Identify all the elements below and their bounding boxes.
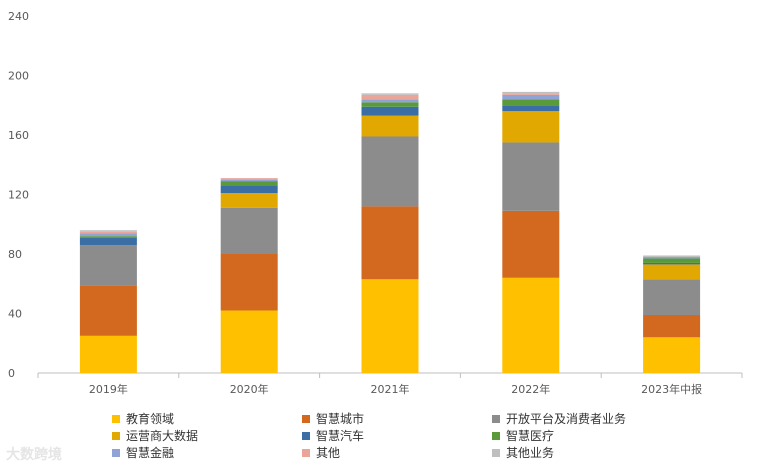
bar-segment [361, 102, 419, 107]
bar-segment [643, 264, 701, 280]
legend-item: 其他 [302, 444, 340, 461]
bar-segment [220, 185, 278, 194]
legend-label: 智慧城市 [316, 412, 365, 426]
bar-segment [643, 262, 701, 265]
x-tick-label: 2022年 [511, 382, 550, 396]
legend-swatch [112, 448, 120, 457]
bar-segment [220, 179, 278, 182]
x-tick-label: 2019年 [89, 382, 128, 396]
bar-segment [220, 310, 278, 373]
bar-segment [502, 105, 560, 112]
legend-item: 开放平台及消费者业务 [492, 410, 626, 427]
bar-segment [220, 181, 278, 186]
bar-segment [502, 277, 560, 373]
y-tick-label: 200 [8, 70, 29, 83]
bar-segment [361, 99, 419, 103]
bar-segment [79, 230, 137, 232]
legend-label: 智慧金融 [126, 446, 175, 460]
legend-item: 智慧汽车 [302, 427, 364, 444]
legend-swatch [492, 431, 500, 440]
y-tick-label: 240 [8, 10, 29, 23]
legend-swatch [302, 414, 310, 423]
legend-label: 开放平台及消费者业务 [506, 412, 627, 426]
bar-segment [361, 279, 419, 373]
legend-label: 教育领域 [126, 412, 175, 426]
bar-segment [361, 106, 419, 116]
bar-segment [79, 231, 137, 234]
legend-item: 其他业务 [492, 444, 554, 461]
legend-label: 智慧汽车 [316, 429, 365, 443]
bar-segment [79, 285, 137, 336]
watermark-text: 大数跨境 [6, 447, 62, 463]
legend-swatch [112, 431, 120, 440]
bar-segment [220, 207, 278, 254]
legend-item: 教育领域 [112, 410, 174, 427]
legend-swatch [112, 414, 120, 423]
bar-segment [502, 142, 560, 211]
legend-item: 智慧城市 [302, 410, 364, 427]
bar-segment [361, 115, 419, 137]
bar-segment [220, 178, 278, 180]
bar-segment [361, 136, 419, 207]
bar-segment [502, 93, 560, 95]
bar-segment [502, 210, 560, 278]
legend-label: 运营商大数据 [126, 429, 199, 443]
bar-segment [643, 279, 701, 315]
bar-segment [502, 111, 560, 143]
y-tick-label: 80 [8, 248, 22, 261]
bar-segment [79, 233, 137, 237]
bar-segment [643, 258, 701, 263]
legend-label: 其他业务 [506, 446, 555, 460]
legend-swatch [302, 448, 310, 457]
x-tick-label: 2023年中报 [641, 382, 702, 396]
x-tick-label: 2021年 [371, 382, 410, 396]
legend-label: 其他 [316, 446, 341, 460]
bar-segment [643, 337, 701, 373]
bar-segment [79, 245, 137, 286]
legend-swatch [492, 414, 500, 423]
legend-swatch [302, 431, 310, 440]
legend-label: 智慧医疗 [506, 429, 555, 443]
bar-segment [361, 93, 419, 95]
bar-segment [643, 314, 701, 338]
bar-segment [79, 335, 137, 373]
x-tick-label: 2020年 [230, 382, 269, 396]
bar-segment [79, 236, 137, 238]
bar-segment [361, 206, 419, 280]
y-tick-label: 40 [8, 308, 22, 321]
bar-segment [502, 91, 560, 94]
bar-segment [643, 255, 701, 257]
legend-item: 智慧医疗 [492, 427, 554, 444]
bar-segment [643, 256, 701, 259]
bar-segment [502, 99, 560, 106]
y-tick-label: 120 [8, 189, 29, 202]
watermark: 大数跨境 [6, 444, 62, 464]
y-tick-label: 160 [8, 129, 29, 142]
bar-segment [79, 237, 137, 246]
legend-item: 运营商大数据 [112, 427, 198, 444]
bar-segment [220, 254, 278, 311]
bar-segment [361, 94, 419, 100]
legend-swatch [492, 448, 500, 457]
y-tick-label: 0 [8, 367, 15, 380]
legend-item: 智慧金融 [112, 444, 174, 461]
bar-segment [220, 193, 278, 208]
bar-segment [502, 94, 560, 100]
